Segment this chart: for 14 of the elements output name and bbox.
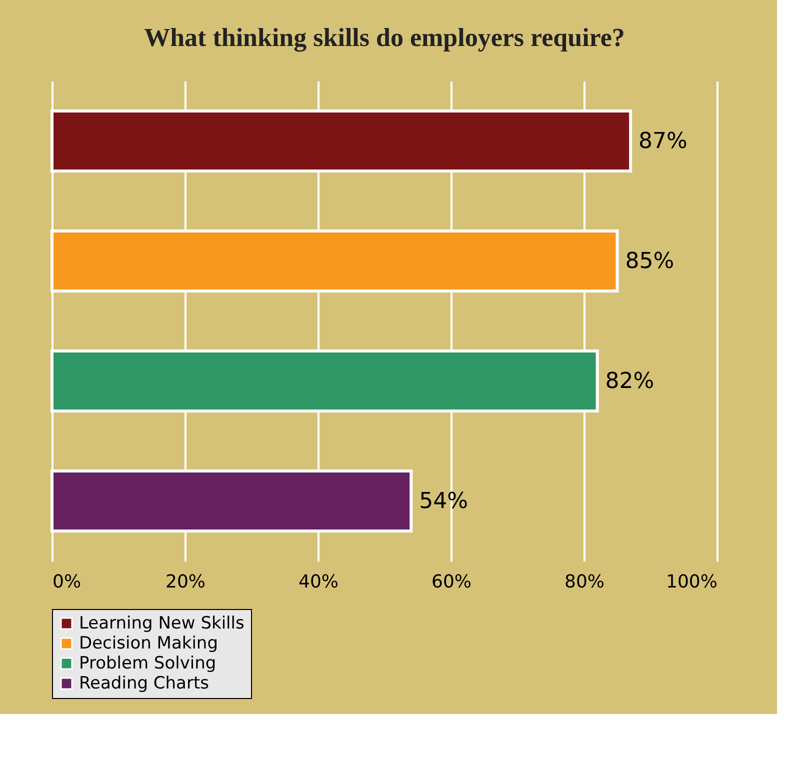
legend-label: Reading Charts (79, 674, 210, 694)
x-tick-label: 20% (165, 572, 206, 592)
legend-label: Problem Solving (79, 654, 216, 674)
chart-title: What thinking skills do employers require? (144, 23, 625, 52)
x-tick-label: 40% (298, 572, 339, 592)
data-label: 85% (625, 249, 674, 274)
x-tick-label: 60% (431, 572, 472, 592)
data-label: 82% (605, 369, 654, 394)
x-tick-label: 80% (564, 572, 605, 592)
legend-label: Learning New Skills (79, 614, 244, 634)
data-label: 87% (638, 129, 688, 154)
x-tick-label: 0% (52, 572, 82, 592)
x-tick-label: 100% (666, 572, 718, 592)
legend-label: Decision Making (79, 634, 218, 654)
